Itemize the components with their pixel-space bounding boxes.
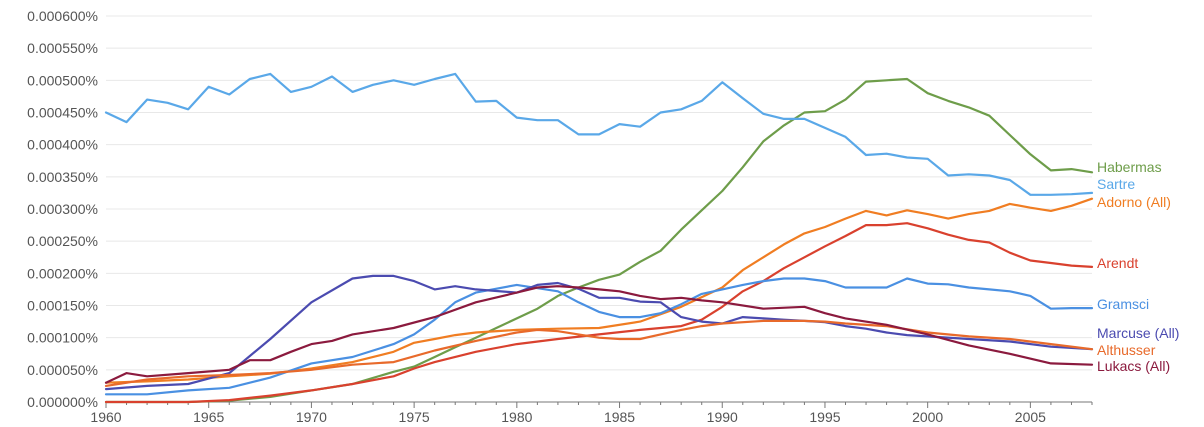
series-line-arendt	[104, 222, 1094, 404]
y-tick-label: 0.000200%	[27, 265, 98, 281]
gridlines	[106, 15, 1092, 371]
x-tick-label: 2000	[912, 409, 943, 425]
series-label-marcuse-all: Marcuse (All)	[1097, 325, 1179, 341]
y-tick-label: 0.000450%	[27, 105, 98, 121]
series-label-lukacs-all: Lukacs (All)	[1097, 358, 1170, 374]
series-label-gramsci: Gramsci	[1097, 296, 1149, 312]
y-tick-label: 0.000050%	[27, 362, 98, 378]
series-label-arendt: Arendt	[1097, 255, 1138, 271]
series-line-habermas	[104, 77, 1094, 404]
axes: 0.000000% 0.000050% 0.000100% 0.000150% 0.00…	[27, 8, 1093, 425]
y-tick-label: 0.000400%	[27, 137, 98, 153]
series-line-lukacs-all	[104, 285, 1094, 384]
x-tick-label: 1995	[809, 409, 840, 425]
x-tick-label: 1965	[193, 409, 224, 425]
series-line-althusser	[104, 319, 1094, 387]
series-label-adorno-all: Adorno (All)	[1097, 194, 1171, 210]
x-tick-label: 1980	[501, 409, 532, 425]
series-label-althusser: Althusser	[1097, 342, 1156, 358]
x-tick-label: 1990	[707, 409, 738, 425]
y-tick-label: 0.000300%	[27, 201, 98, 217]
x-tick-label: 1985	[604, 409, 635, 425]
y-tick-label: 0.000550%	[27, 40, 98, 56]
x-tick-label: 1970	[296, 409, 327, 425]
x-tick-label: 1975	[399, 409, 430, 425]
y-tick-label: 0.000000%	[27, 394, 98, 410]
series-lines	[104, 72, 1094, 404]
y-tick-label: 0.000250%	[27, 233, 98, 249]
series-line-marcuse-all	[104, 274, 1094, 391]
series-line-adorno-all	[104, 197, 1094, 384]
series-label-habermas: Habermas	[1097, 159, 1162, 175]
y-tick-label: 0.000350%	[27, 169, 98, 185]
y-tick-label: 0.000100%	[27, 330, 98, 346]
series-line-sartre	[104, 72, 1094, 196]
y-tick-label: 0.000150%	[27, 298, 98, 314]
x-tick-label: 1960	[90, 409, 121, 425]
series-label-sartre: Sartre	[1097, 176, 1135, 192]
y-tick-label: 0.000600%	[27, 8, 98, 24]
y-tick-label: 0.000500%	[27, 72, 98, 88]
x-tick-label: 2005	[1015, 409, 1046, 425]
